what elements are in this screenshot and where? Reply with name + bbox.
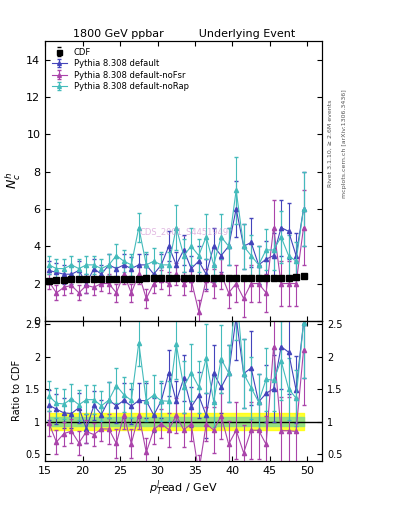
- Text: CDS_2001_S4451949: CDS_2001_S4451949: [139, 227, 228, 236]
- Y-axis label: $N_c^h$: $N_c^h$: [4, 173, 24, 189]
- Y-axis label: Ratio to CDF: Ratio to CDF: [12, 360, 22, 421]
- Legend: CDF, Pythia 8.308 default, Pythia 8.308 default-noFsr, Pythia 8.308 default-noRa: CDF, Pythia 8.308 default, Pythia 8.308 …: [50, 45, 191, 94]
- Title: 1800 GeV ppbar          Underlying Event: 1800 GeV ppbar Underlying Event: [73, 29, 295, 39]
- X-axis label: $p_T^l$ead / GeV: $p_T^l$ead / GeV: [149, 478, 218, 498]
- Text: Rivet 3.1.10, ≥ 2.6M events: Rivet 3.1.10, ≥ 2.6M events: [328, 100, 333, 187]
- Text: mcplots.cern.ch [arXiv:1306.3436]: mcplots.cern.ch [arXiv:1306.3436]: [342, 89, 347, 198]
